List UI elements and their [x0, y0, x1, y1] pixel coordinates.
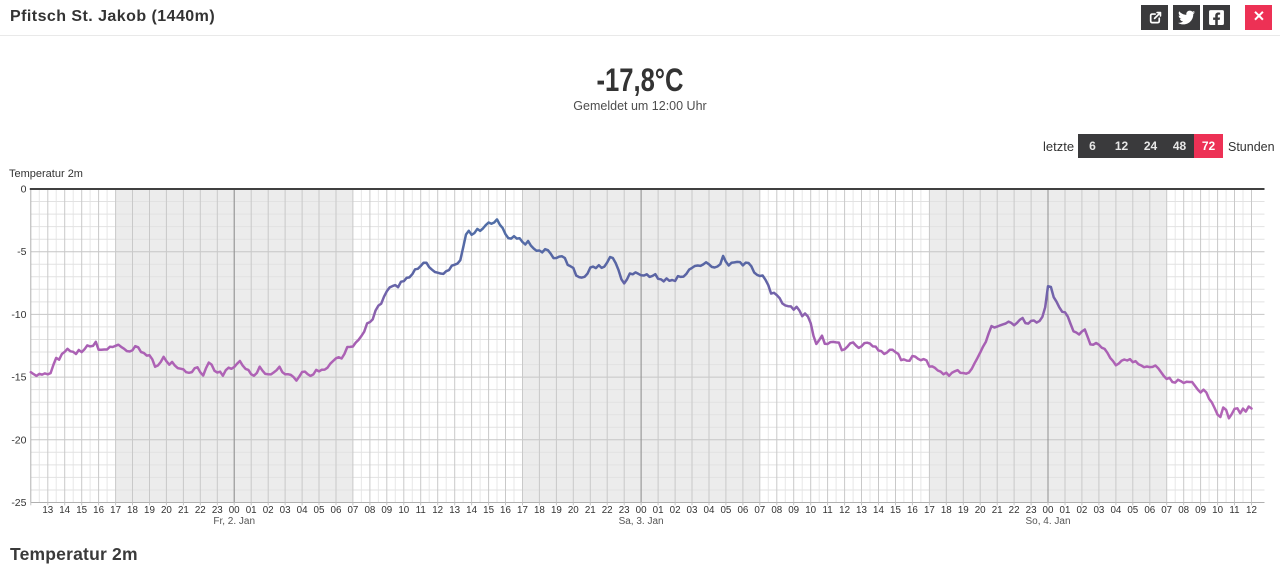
svg-text:09: 09: [788, 505, 799, 516]
svg-text:07: 07: [1161, 505, 1172, 516]
svg-text:-20: -20: [11, 434, 26, 446]
svg-text:10: 10: [1212, 505, 1223, 516]
svg-text:15: 15: [76, 505, 87, 516]
svg-text:14: 14: [873, 505, 884, 516]
svg-text:16: 16: [500, 505, 511, 516]
svg-text:19: 19: [144, 505, 155, 516]
svg-text:11: 11: [823, 505, 833, 516]
svg-text:12: 12: [1246, 505, 1257, 516]
svg-text:09: 09: [381, 505, 392, 516]
svg-text:08: 08: [1178, 505, 1189, 516]
svg-text:12: 12: [839, 505, 850, 516]
svg-text:15: 15: [483, 505, 494, 516]
svg-text:20: 20: [568, 505, 579, 516]
svg-text:Fr, 2. Jan: Fr, 2. Jan: [213, 516, 255, 527]
svg-text:18: 18: [127, 505, 138, 516]
svg-text:23: 23: [212, 505, 223, 516]
svg-text:08: 08: [771, 505, 782, 516]
svg-text:06: 06: [737, 505, 748, 516]
svg-text:14: 14: [59, 505, 70, 516]
svg-text:Temperatur 2m: Temperatur 2m: [9, 168, 83, 180]
svg-text:21: 21: [992, 505, 1003, 516]
svg-text:01: 01: [246, 505, 257, 516]
svg-text:04: 04: [1110, 505, 1121, 516]
svg-text:10: 10: [398, 505, 409, 516]
svg-text:17: 17: [517, 505, 528, 516]
svg-text:14: 14: [466, 505, 477, 516]
svg-text:02: 02: [263, 505, 274, 516]
svg-text:23: 23: [619, 505, 630, 516]
svg-text:20: 20: [161, 505, 172, 516]
svg-text:21: 21: [585, 505, 596, 516]
svg-text:06: 06: [331, 505, 342, 516]
svg-text:16: 16: [93, 505, 104, 516]
svg-text:-25: -25: [11, 497, 26, 509]
svg-text:19: 19: [958, 505, 969, 516]
svg-text:03: 03: [687, 505, 698, 516]
svg-text:09: 09: [1195, 505, 1206, 516]
svg-text:08: 08: [364, 505, 375, 516]
svg-text:10: 10: [805, 505, 816, 516]
svg-text:16: 16: [907, 505, 918, 516]
svg-text:00: 00: [229, 505, 240, 516]
svg-text:01: 01: [1060, 505, 1071, 516]
svg-text:11: 11: [416, 505, 426, 516]
svg-text:22: 22: [1009, 505, 1020, 516]
svg-text:20: 20: [975, 505, 986, 516]
svg-text:22: 22: [195, 505, 206, 516]
svg-text:23: 23: [1026, 505, 1037, 516]
svg-text:15: 15: [890, 505, 901, 516]
svg-text:07: 07: [347, 505, 358, 516]
svg-text:04: 04: [297, 505, 308, 516]
svg-text:01: 01: [653, 505, 664, 516]
svg-text:Sa, 3. Jan: Sa, 3. Jan: [619, 516, 664, 527]
svg-text:00: 00: [636, 505, 647, 516]
svg-text:05: 05: [314, 505, 325, 516]
svg-text:17: 17: [924, 505, 935, 516]
svg-text:02: 02: [1076, 505, 1087, 516]
svg-text:13: 13: [449, 505, 460, 516]
svg-text:13: 13: [42, 505, 53, 516]
svg-text:00: 00: [1043, 505, 1054, 516]
svg-text:12: 12: [432, 505, 443, 516]
svg-text:21: 21: [178, 505, 189, 516]
svg-text:-15: -15: [11, 372, 26, 384]
svg-text:05: 05: [1127, 505, 1138, 516]
svg-text:11: 11: [1229, 505, 1239, 516]
svg-text:-10: -10: [11, 309, 26, 321]
svg-text:02: 02: [670, 505, 681, 516]
svg-text:03: 03: [1093, 505, 1104, 516]
svg-text:07: 07: [754, 505, 765, 516]
svg-text:22: 22: [602, 505, 613, 516]
svg-text:06: 06: [1144, 505, 1155, 516]
svg-text:-5: -5: [17, 246, 26, 258]
svg-text:19: 19: [551, 505, 562, 516]
svg-text:18: 18: [941, 505, 952, 516]
svg-text:17: 17: [110, 505, 121, 516]
svg-text:04: 04: [704, 505, 715, 516]
svg-text:05: 05: [720, 505, 731, 516]
svg-text:18: 18: [534, 505, 545, 516]
svg-text:03: 03: [280, 505, 291, 516]
svg-text:0: 0: [21, 184, 27, 196]
svg-text:13: 13: [856, 505, 867, 516]
svg-text:So, 4. Jan: So, 4. Jan: [1025, 516, 1070, 527]
